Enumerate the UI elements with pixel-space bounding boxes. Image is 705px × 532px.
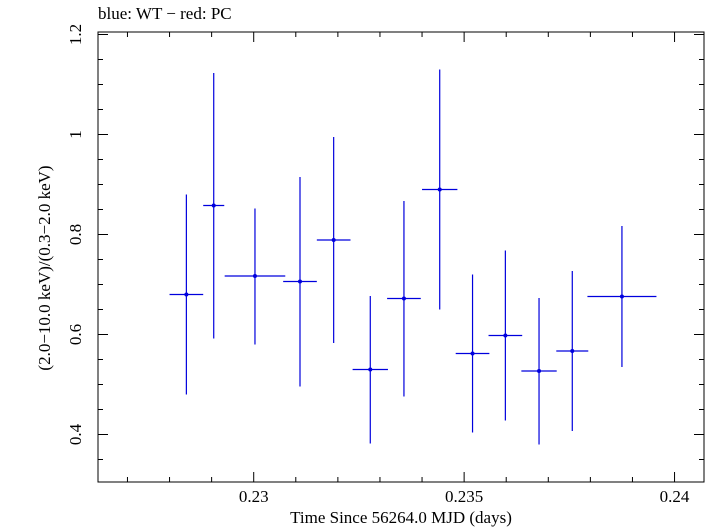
data-point bbox=[224, 208, 286, 345]
y-tick-label: 1.2 bbox=[66, 24, 85, 45]
data-point bbox=[283, 177, 317, 387]
point-marker bbox=[619, 294, 624, 299]
y-tick-label: 0.4 bbox=[66, 423, 85, 445]
point-marker bbox=[211, 203, 216, 208]
point-marker bbox=[252, 274, 257, 278]
point-marker bbox=[437, 187, 442, 192]
data-point bbox=[556, 271, 589, 431]
point-marker bbox=[184, 292, 189, 297]
y-tick-label: 1 bbox=[66, 130, 85, 139]
x-axis-label: Time Since 56264.0 MJD (days) bbox=[290, 508, 512, 527]
data-point bbox=[587, 226, 657, 367]
data-point bbox=[455, 274, 490, 433]
axis-ticks bbox=[98, 32, 704, 482]
chart-title: blue: WT − red: PC bbox=[98, 4, 232, 23]
x-tick-label: 0.24 bbox=[660, 487, 690, 506]
point-marker bbox=[570, 349, 575, 353]
point-marker bbox=[368, 367, 373, 372]
tick-labels: 0.23 0.235 0.24 0.4 0.6 0.8 1 1.2 bbox=[66, 24, 690, 506]
plot-frame bbox=[97, 31, 705, 483]
point-marker bbox=[470, 351, 475, 356]
point-marker bbox=[331, 238, 336, 242]
y-tick-label: 0.6 bbox=[66, 324, 85, 345]
data-point bbox=[387, 201, 421, 397]
y-tick-label: 0.8 bbox=[66, 224, 85, 245]
data-point bbox=[488, 250, 523, 421]
x-tick-label: 0.235 bbox=[445, 487, 483, 506]
point-marker bbox=[401, 296, 406, 301]
data-point bbox=[422, 69, 458, 310]
point-marker bbox=[503, 333, 508, 338]
data-point bbox=[352, 296, 388, 444]
data-points bbox=[169, 69, 657, 445]
data-point bbox=[521, 298, 557, 445]
data-point bbox=[169, 194, 204, 395]
point-marker bbox=[537, 369, 542, 373]
data-point bbox=[316, 137, 351, 343]
x-tick-label: 0.23 bbox=[239, 487, 269, 506]
point-marker bbox=[298, 279, 302, 284]
data-point bbox=[203, 73, 225, 339]
